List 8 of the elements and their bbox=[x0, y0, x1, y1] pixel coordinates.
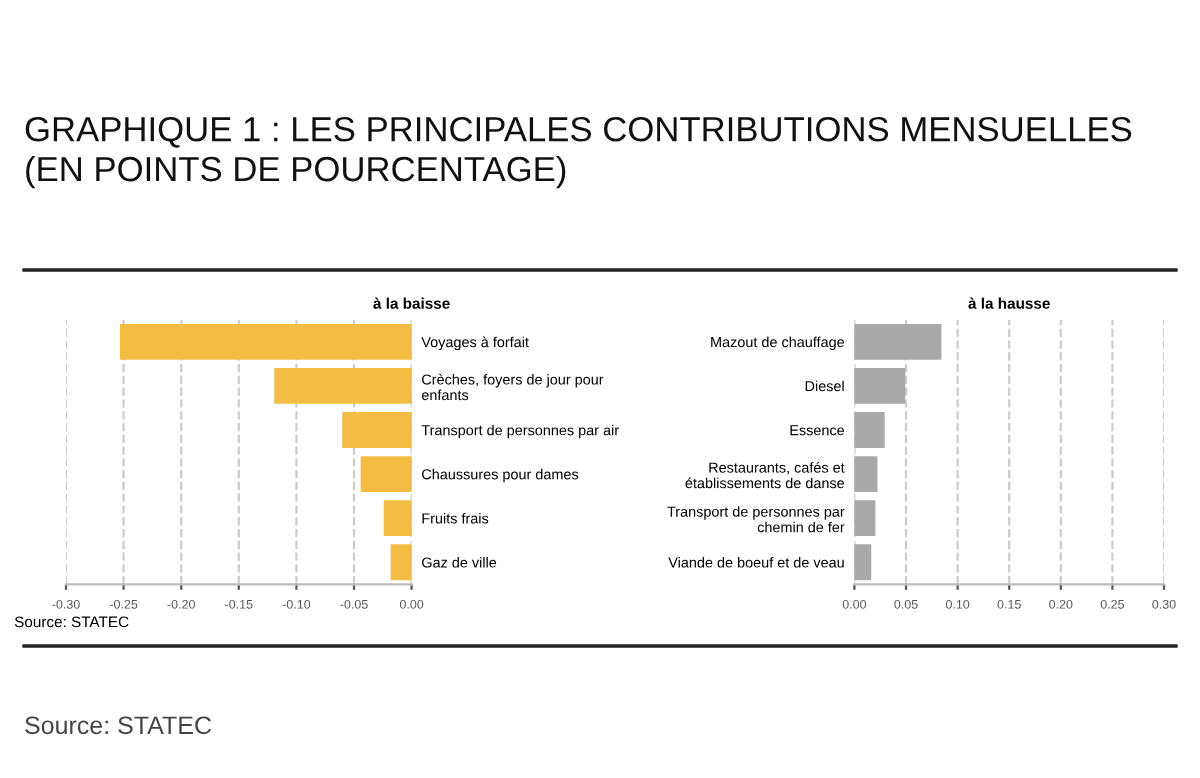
bar bbox=[854, 500, 876, 537]
bar bbox=[854, 323, 942, 360]
bar bbox=[854, 544, 872, 581]
bar bbox=[854, 456, 878, 492]
bar bbox=[854, 367, 906, 404]
source-note: Source: STATEC bbox=[25, 716, 212, 735]
text: GRAPHIQUE 1 : LES PRINCIPALES CONTRIBUTIONS MENSUELLES (EN POINTS DE POURCENTAGE) bbox=[25, 116, 1132, 189]
bar bbox=[854, 412, 885, 448]
